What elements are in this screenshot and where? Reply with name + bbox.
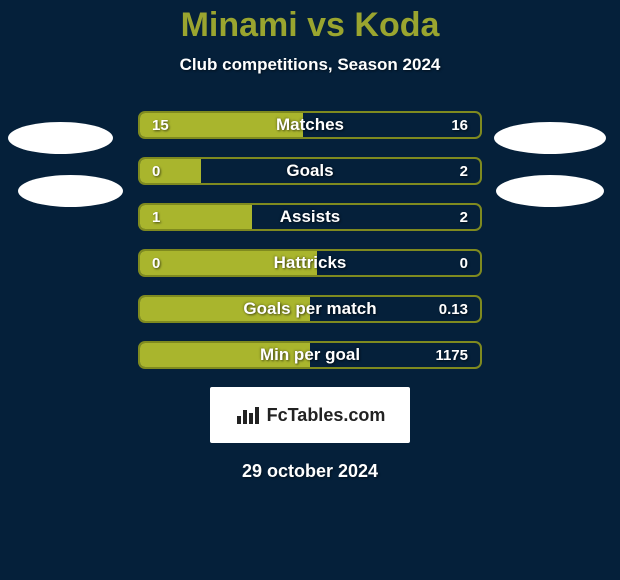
page-title: Minami vs Koda	[0, 0, 620, 45]
stat-bar-fill-left	[140, 205, 252, 229]
stat-bar-fill-right	[252, 205, 480, 229]
stat-bar-fill-left	[140, 343, 310, 367]
stat-bar-fill-right	[310, 297, 480, 321]
stat-bar-fill-left	[140, 297, 310, 321]
stat-bar: 02Goals	[138, 157, 482, 185]
subtitle: Club competitions, Season 2024	[0, 55, 620, 75]
stat-bar: 12Assists	[138, 203, 482, 231]
stat-bar: 1516Matches	[138, 111, 482, 139]
logo-text: FcTables.com	[267, 405, 386, 426]
player-right-oval-1	[494, 122, 606, 154]
player-left-oval-1	[8, 122, 113, 154]
bar-chart-icon	[235, 404, 261, 426]
stat-bar-fill-right	[303, 113, 480, 137]
comparison-infographic: Minami vs Koda Club competitions, Season…	[0, 0, 620, 580]
player-left-oval-2	[18, 175, 123, 207]
stat-bar-fill-left	[140, 113, 303, 137]
bars-container: 1516Matches 02Goals 12Assists 00Hattricks 0.…	[138, 111, 482, 369]
player-right-oval-2	[496, 175, 604, 207]
stat-bar-fill-right	[310, 343, 480, 367]
stat-bar: 0.13Goals per match	[138, 295, 482, 323]
stat-bar: 00Hattricks	[138, 249, 482, 277]
stat-bar-fill-right	[317, 251, 480, 275]
stat-bar: 1175Min per goal	[138, 341, 482, 369]
date-text: 29 october 2024	[0, 461, 620, 482]
logo-box: FcTables.com	[210, 387, 410, 443]
stat-bar-fill-left	[140, 159, 201, 183]
stat-bar-fill-right	[201, 159, 480, 183]
stat-bar-fill-left	[140, 251, 317, 275]
